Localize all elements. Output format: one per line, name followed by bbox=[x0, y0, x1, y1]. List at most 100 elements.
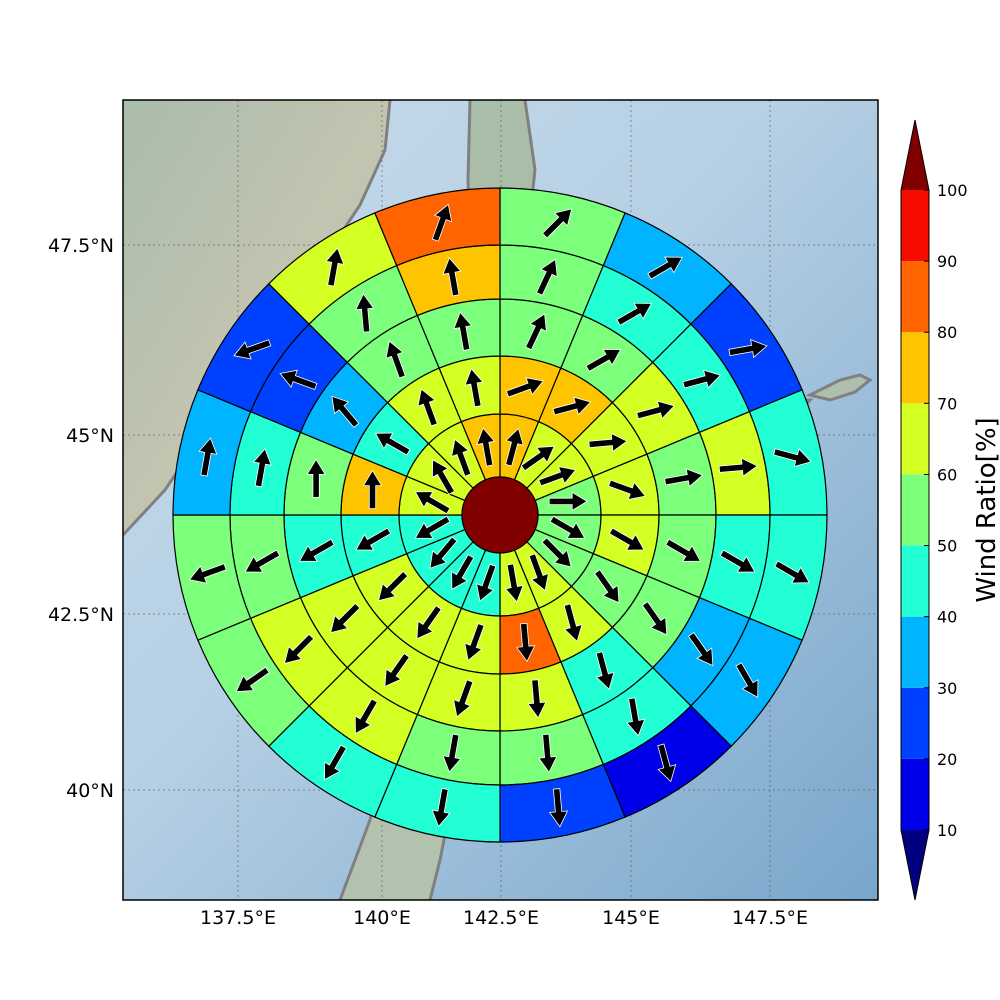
y-tick-label: 42.5°N bbox=[48, 604, 114, 626]
wind-arrow-ring2-SSE bbox=[515, 622, 536, 663]
wind-arrow-ring2-ENE bbox=[608, 479, 647, 501]
wind-arrow-ring3-S bbox=[453, 679, 474, 718]
wind-arrow-ring1-SSW bbox=[451, 554, 475, 590]
colorbar-segment bbox=[901, 332, 929, 404]
wind-arrow-ring3-SE bbox=[595, 651, 615, 691]
wind-arrow-ring5-SW bbox=[235, 666, 270, 693]
y-tick-label: 45°N bbox=[66, 425, 114, 447]
wind-arrow-ring4-SW bbox=[283, 633, 315, 664]
wind-rose bbox=[172, 187, 828, 843]
wind-arrow-ring5-N bbox=[541, 208, 573, 239]
wind-arrow-ring4-NNW bbox=[442, 257, 462, 297]
wind-arrow-ring5-NNE bbox=[647, 256, 683, 280]
colorbar-segment bbox=[901, 758, 929, 830]
wind-arrow-ring1-S bbox=[476, 563, 497, 602]
wind-arrow-ring3-SW bbox=[330, 602, 361, 634]
wind-arrow-ring2-W bbox=[362, 469, 383, 510]
y-tick-label: 47.5°N bbox=[48, 235, 114, 257]
wind-arrow-ring3-WSW bbox=[298, 538, 335, 562]
x-tick-label: 147.5°E bbox=[732, 907, 808, 929]
y-axis-ticks: 47.5°N 45°N 42.5°N 40°N bbox=[48, 235, 114, 802]
colorbar-segment bbox=[901, 190, 929, 262]
wind-arrow-ring4-SE bbox=[626, 697, 646, 737]
wind-arrow-ring3-N bbox=[525, 313, 547, 351]
wind-arrow-ring3-W bbox=[306, 458, 326, 498]
wind-arrow-ring1-SW bbox=[429, 536, 458, 569]
wind-arrow-ring3-ESE bbox=[641, 601, 668, 636]
wind-arrow-ring4-ESE bbox=[687, 632, 714, 667]
wind-arrow-ring4-ENE bbox=[718, 457, 759, 477]
wind-arrow-ring1-NNW bbox=[476, 427, 496, 467]
colorbar-tick-label: 100 bbox=[937, 181, 968, 200]
wind-arrow-ring5-ESE bbox=[735, 662, 759, 698]
wind-arrow-ring4-WSW bbox=[244, 549, 281, 573]
wind-arrow-ring5-SSE bbox=[548, 788, 569, 828]
wind-arrow-ring4-NE bbox=[682, 369, 722, 389]
x-axis-ticks: 137.5°E 140°E 142.5°E 145°E 147.5°E bbox=[200, 907, 808, 929]
wind-arrow-ring1-NW bbox=[451, 438, 472, 477]
wind-arrow-ring5-NE bbox=[728, 338, 768, 359]
colorbar-segment bbox=[901, 545, 929, 617]
wind-arrow-ring4-NNE bbox=[616, 302, 653, 326]
wind-arrow-ring1-ESE bbox=[541, 537, 572, 568]
wind-arrow-ring5-SE bbox=[657, 743, 677, 783]
colorbar-segment bbox=[901, 616, 929, 688]
wind-arrow-ring5-WSW bbox=[188, 563, 227, 584]
x-tick-label: 145°E bbox=[602, 907, 660, 929]
colorbar-tick-label: 30 bbox=[937, 679, 957, 698]
wind-arrow-ring5-W bbox=[198, 437, 218, 477]
wind-arrow-ring1-WNW bbox=[431, 459, 456, 495]
x-tick-label: 142.5°E bbox=[463, 907, 539, 929]
wind-arrow-ring1-NE bbox=[538, 466, 577, 487]
wind-arrow-ring2-E bbox=[608, 527, 645, 551]
wind-arrow-ring2-WNW bbox=[374, 432, 411, 456]
colorbar-segment bbox=[901, 687, 929, 759]
wind-arrow-ring1-SSE bbox=[504, 563, 524, 603]
wind-arrow-ring4-WNW bbox=[279, 369, 318, 391]
wind-arrow-ring4-S bbox=[442, 733, 462, 773]
kuril-islands bbox=[810, 375, 870, 400]
wind-arrow-ring5-WNW bbox=[233, 339, 272, 360]
colorbar-segment bbox=[901, 474, 929, 546]
colorbar-tick-label: 90 bbox=[937, 252, 957, 271]
wind-arrow-ring3-SSW bbox=[384, 652, 410, 688]
map-frame bbox=[122, 99, 879, 901]
colorbar-tick-label: 80 bbox=[937, 323, 957, 342]
wind-arrow-ring1-NNE bbox=[520, 445, 555, 472]
wind-arrow-ring2-NNE bbox=[552, 396, 592, 416]
colorbar-title: Wind Ratio[%] bbox=[972, 417, 1000, 602]
colorbar: 10 20 30 40 50 60 70 80 90 100 bbox=[900, 119, 968, 901]
wind-arrow-ring5-NW bbox=[325, 247, 345, 287]
center-cell bbox=[461, 476, 539, 554]
wind-arrow-ring2-NW bbox=[417, 388, 438, 427]
wind-arrow-ring2-NNW bbox=[464, 368, 484, 408]
colorbar-tick-label: 50 bbox=[937, 537, 957, 556]
wind-arrow-ring5-E bbox=[774, 560, 810, 584]
wind-arrow-ring1-WSW bbox=[414, 515, 451, 539]
y-tick-label: 40°N bbox=[66, 780, 114, 802]
wind-arrow-ring3-NE bbox=[636, 400, 676, 420]
wind-arrow-ring5-NNW bbox=[431, 203, 453, 242]
wind-arrow-ring2-N bbox=[505, 377, 544, 398]
wind-arrow-ring5-S bbox=[431, 788, 451, 828]
wind-arrow-ring3-NNE bbox=[585, 348, 622, 372]
wind-arrow-ring4-N bbox=[535, 258, 558, 296]
wind-arrow-ring4-SSE bbox=[538, 733, 558, 774]
colorbar-tick-label: 10 bbox=[937, 821, 957, 840]
wind-arrow-ring4-W bbox=[252, 448, 272, 488]
colorbar-extend-low bbox=[901, 830, 929, 900]
colorbar-tick-label: 40 bbox=[937, 608, 957, 627]
wind-arrow-ring2-SW bbox=[377, 570, 409, 602]
wind-arrow-ring3-SSE bbox=[527, 679, 547, 719]
colorbar-extend-high bbox=[901, 120, 929, 190]
colorbar-tick-label: 70 bbox=[937, 394, 957, 413]
wind-arrow-ring1-N bbox=[505, 427, 524, 467]
wind-arrow-ring2-S bbox=[464, 623, 485, 662]
wind-arrow-ring1-ENE bbox=[548, 491, 588, 512]
wind-arrow-ring5-ENE bbox=[773, 448, 812, 468]
wind-arrow-ring4-NW bbox=[355, 293, 375, 333]
wind-arrow-ring1-SE bbox=[528, 553, 549, 592]
wind-arrow-ring3-E bbox=[665, 538, 702, 562]
x-tick-label: 140°E bbox=[353, 907, 411, 929]
